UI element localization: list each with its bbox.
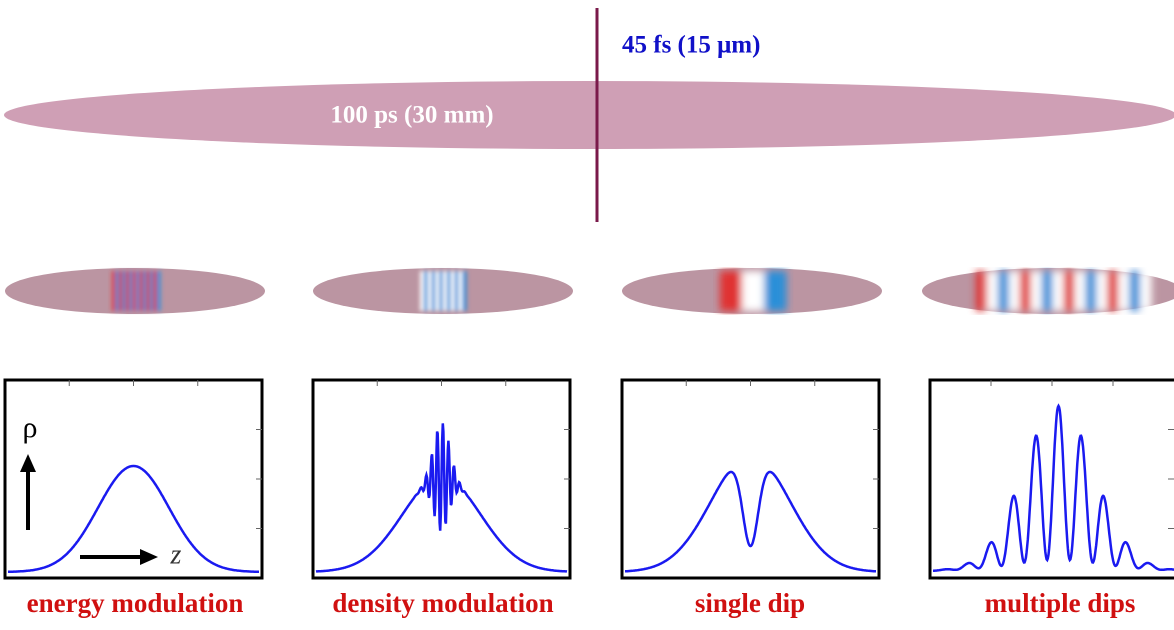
stripe (129, 271, 133, 311)
long-label: 100 ps (30 mm) (330, 102, 493, 129)
stripe (447, 271, 451, 311)
modulation (720, 271, 787, 311)
stripe (1118, 271, 1129, 311)
stripe (133, 271, 137, 311)
panel-frame (5, 380, 262, 578)
stripe (1053, 271, 1064, 311)
stripe (987, 271, 998, 311)
long-bunch (4, 81, 1174, 149)
caption: density modulation (332, 588, 553, 618)
stripe (720, 271, 743, 311)
x-label: z (170, 539, 182, 570)
stripe (146, 271, 150, 311)
stripe (115, 271, 119, 311)
stripe (112, 271, 116, 311)
stripe (126, 271, 130, 311)
stripe (742, 271, 765, 311)
short-label: 45 fs (15 μm) (622, 32, 760, 59)
stripe (119, 271, 123, 311)
stripe (432, 271, 436, 311)
stripe (1031, 271, 1042, 311)
y-label: ρ (23, 411, 38, 444)
modulation (112, 271, 161, 311)
stripe (420, 271, 424, 311)
stripe (1129, 271, 1140, 311)
bunch-row (5, 268, 1174, 314)
stripe (443, 271, 447, 311)
stripe (150, 271, 154, 311)
stripe (462, 271, 466, 311)
caption: single dip (695, 588, 805, 618)
caption: multiple dips (985, 588, 1136, 618)
caption: energy modulation (27, 588, 244, 618)
stripe (455, 271, 459, 311)
stripe (764, 271, 787, 311)
stripe (428, 271, 432, 311)
stripe (1085, 271, 1096, 311)
modulation (976, 271, 1152, 311)
panel-frame (622, 380, 879, 578)
stripe (153, 271, 157, 311)
modulation (420, 271, 467, 311)
stripe (1096, 271, 1107, 311)
stripe (139, 271, 143, 311)
stripe (157, 271, 161, 311)
stripe (1009, 271, 1020, 311)
stripe (998, 271, 1009, 311)
stripe (976, 271, 987, 311)
stripe (451, 271, 455, 311)
stripe (1107, 271, 1118, 311)
stripe (424, 271, 428, 311)
stripe (1074, 271, 1085, 311)
stripe (1042, 271, 1053, 311)
stripe (439, 271, 443, 311)
stripe (122, 271, 126, 311)
diagram: 45 fs (15 μm) 100 ps (30 mm) ρ z energy … (0, 0, 1174, 630)
stripe (435, 271, 439, 311)
stripe (1140, 271, 1151, 311)
stripe (143, 271, 147, 311)
stripe (458, 271, 462, 311)
stripe (136, 271, 140, 311)
stripe (1064, 271, 1075, 311)
stripe (1020, 271, 1031, 311)
